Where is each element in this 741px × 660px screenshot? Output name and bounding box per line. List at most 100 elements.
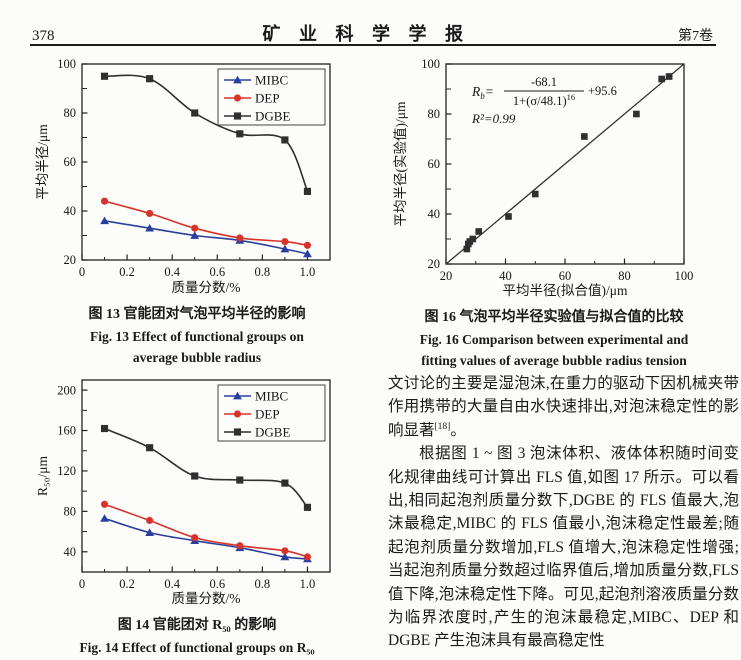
axes: 0 0.2 0.4 0.6 0.8 1.0 40 80 120 160 200 质量分数/% R₅₀/μ… (35, 379, 331, 606)
header-rule (30, 44, 716, 46)
legend-label-DGBE: DGBE (255, 425, 290, 440)
fig16-caption-zh: 图 16 气泡平均半径实验值与拟合值的比较 (424, 310, 684, 325)
fig13-caption-en1: Fig. 13 Effect of functional groups on (90, 328, 304, 344)
series-MIBC (100, 514, 312, 563)
legend-label-MIBC: MIBC (255, 73, 288, 88)
square-marker (100, 72, 109, 80)
y-axis-label: R₅₀/μm (35, 456, 50, 496)
svg-text:1.0: 1.0 (300, 577, 316, 591)
fig14-caption-en1: Fig. 14 Effect of functional groups on R… (79, 639, 315, 655)
legend-label-DEP: DEP (255, 91, 280, 106)
svg-text:40: 40 (64, 204, 77, 218)
scatter-series (445, 63, 685, 265)
svg-text:60: 60 (559, 269, 572, 283)
series-DGBE (100, 72, 312, 195)
svg-text:0.4: 0.4 (164, 577, 180, 591)
svg-text:20: 20 (440, 269, 453, 283)
svg-text:0.2: 0.2 (119, 577, 135, 591)
fig16-caption-en2: fitting values of average bubble radius … (421, 353, 687, 368)
circle-marker (233, 94, 242, 102)
square-marker (531, 190, 539, 198)
fig13-line-chart: 0 0.2 0.4 0.6 0.8 1.0 20 40 60 80 100 质量分数/% 平均半径/μm… (35, 57, 331, 295)
axes: 0 0.2 0.4 0.6 0.8 1.0 20 40 60 80 100 质量分数/% 平均半径/μm (35, 57, 331, 295)
square-marker (463, 245, 471, 253)
fig13-caption-zh: 图 13 官能团对气泡平均半径的影响 (88, 307, 306, 322)
triangle-marker (145, 528, 155, 536)
paragraph-2: 根据图 1 ~ 图 3 泡沫体积、液体体积随时间变化规律曲线可计算出 FLS 值… (388, 445, 739, 650)
figure-13-block: 0 0.2 0.4 0.6 0.8 1.0 20 40 60 80 100 质量分数/% 平均半径/μm… (32, 54, 362, 369)
fig13-caption-en2: average bubble radius (132, 350, 262, 365)
circle-marker (281, 238, 289, 246)
paragraph-1-end: 。 (450, 421, 466, 439)
square-marker (191, 472, 199, 480)
paragraph-1: 文讨论的主要是湿泡沫,在重力的驱动下因机械夹带作用携带的大量自由水快速排出,对泡… (388, 372, 739, 442)
circle-marker (233, 410, 242, 418)
reference-18: [18] (434, 421, 451, 432)
circle-marker (236, 542, 244, 550)
square-marker (236, 130, 244, 138)
svg-text:0.8: 0.8 (255, 265, 271, 279)
legend-label-DGBE: DGBE (255, 109, 290, 124)
circle-marker (191, 224, 199, 232)
square-marker (281, 479, 289, 487)
triangle-marker (100, 216, 109, 225)
triangle-marker (280, 244, 290, 253)
x-axis-label: 质量分数/% (172, 591, 241, 606)
triangle-marker (145, 223, 155, 232)
equation-annotation: Rb= -68.1 1+(σ/48.1)16 +95.6 R²=0.99 (471, 75, 617, 126)
svg-text:0.8: 0.8 (255, 577, 271, 591)
svg-text:0.6: 0.6 (209, 577, 225, 591)
square-marker (146, 444, 154, 452)
svg-text:0.6: 0.6 (209, 265, 225, 279)
fig14-caption-zh: 图 14 官能团对 R₅₀ 的影响 (117, 618, 277, 633)
square-marker (191, 109, 199, 117)
triangle-marker (100, 514, 109, 522)
legend-label-MIBC: MIBC (255, 389, 288, 404)
svg-text:80: 80 (64, 106, 77, 120)
figure-16-block: 20 40 60 80 100 20 40 60 80 100 平均半径(拟合值)/μm 平均半径(实… (390, 54, 718, 372)
square-marker (100, 424, 109, 433)
svg-text:0: 0 (79, 265, 85, 279)
page-header: 378 矿 业 科 学 学 报 第7卷 (32, 20, 713, 46)
x-axis-label: 质量分数/% (172, 280, 241, 295)
legend: MIBC DEP DGBE (217, 384, 326, 442)
series-DEP (100, 500, 312, 561)
svg-text:0: 0 (79, 577, 85, 591)
square-marker (233, 428, 242, 436)
svg-text:80: 80 (428, 107, 441, 121)
svg-text:40: 40 (499, 269, 512, 283)
triangle-marker (233, 391, 242, 400)
svg-text:60: 60 (428, 157, 441, 171)
svg-text:60: 60 (64, 155, 77, 169)
circle-marker (281, 547, 289, 555)
figure-14-block: 0 0.2 0.4 0.6 0.8 1.0 40 80 120 160 200 质量分数/% R₅₀/μ… (32, 372, 362, 658)
square-marker (303, 503, 312, 511)
circle-marker (146, 209, 154, 218)
circle-marker (146, 516, 154, 525)
fig14-line-chart: 0 0.2 0.4 0.6 0.8 1.0 40 80 120 160 200 质量分数/% R₅₀/μ… (35, 379, 331, 606)
volume-label: 第7卷 (678, 29, 713, 44)
y-axis-label: 平均半径/μm (35, 124, 50, 200)
circle-marker (236, 234, 244, 242)
circle-marker (100, 500, 109, 508)
triangle-marker (190, 231, 200, 239)
series-DGBE (100, 424, 312, 511)
square-marker (658, 75, 666, 83)
square-marker (469, 235, 477, 243)
journal-title: 矿 业 科 学 学 报 (262, 24, 470, 44)
circle-marker (100, 197, 109, 205)
svg-text:40: 40 (428, 207, 441, 221)
svg-text:100: 100 (421, 57, 440, 71)
svg-text:160: 160 (57, 424, 76, 438)
fit-line (445, 63, 685, 265)
svg-text:Rb=: Rb= (471, 84, 494, 101)
fig16-scatter-chart: 20 40 60 80 100 20 40 60 80 100 平均半径(拟合值)/μm 平均半径(实… (393, 57, 694, 298)
square-marker (236, 476, 244, 484)
legend: MIBC DEP DGBE (217, 68, 326, 126)
svg-text:100: 100 (675, 269, 694, 283)
svg-text:80: 80 (64, 505, 77, 519)
fig16-caption-en1: Fig. 16 Comparison between experimental … (419, 331, 689, 347)
series-MIBC (100, 216, 312, 258)
svg-text:80: 80 (618, 269, 631, 283)
